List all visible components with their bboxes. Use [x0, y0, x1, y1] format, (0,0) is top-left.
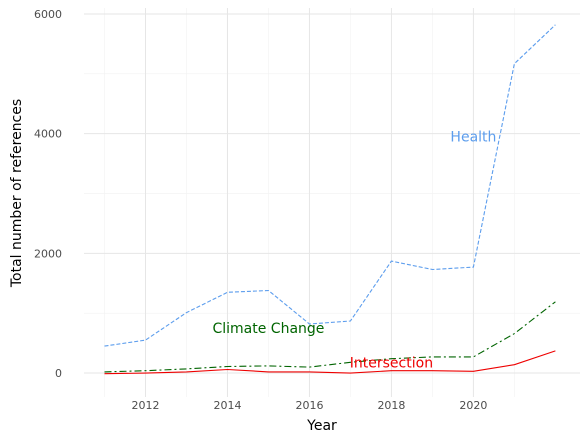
y-axis-ticks: 0 2000 4000 6000 [34, 8, 62, 380]
minor-gridlines [84, 8, 580, 397]
series-label-intersection: Intersection [350, 355, 433, 371]
series-line-climate-change [104, 301, 556, 373]
x-tick-label: 2018 [377, 399, 405, 412]
x-tick-label: 2016 [295, 399, 323, 412]
series-label-climate-change: Climate Change [212, 321, 324, 337]
series-lines [104, 24, 556, 375]
major-gridlines [84, 8, 580, 397]
series-line-intersection [104, 350, 556, 375]
y-tick-label: 6000 [34, 8, 62, 21]
series-labels: Health Climate Change Intersection [212, 130, 496, 372]
x-tick-label: 2012 [131, 399, 159, 412]
y-tick-label: 2000 [34, 247, 62, 260]
y-tick-label: 4000 [34, 128, 62, 141]
y-axis-title: Total number of references [9, 99, 25, 288]
x-axis-title: Year [306, 418, 337, 434]
y-tick-label: 0 [55, 367, 62, 380]
x-axis-ticks: 2012 2014 2016 2018 2020 [131, 399, 487, 412]
x-tick-label: 2014 [213, 399, 241, 412]
series-label-health: Health [450, 130, 496, 146]
x-tick-label: 2020 [459, 399, 487, 412]
series-line-health [104, 24, 556, 347]
